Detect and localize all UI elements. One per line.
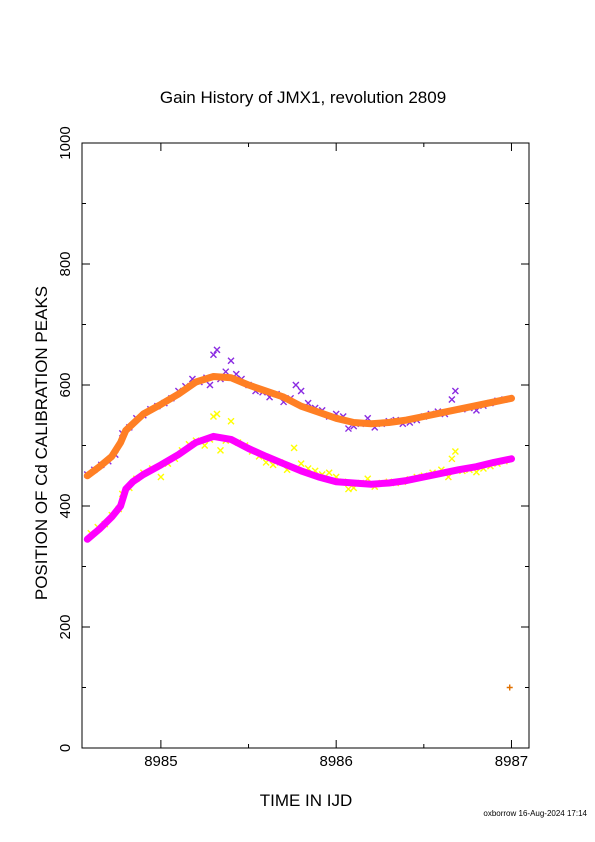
data-point (209, 351, 217, 359)
series-2-curve (83, 373, 515, 480)
series-4-curve (83, 432, 515, 543)
data-point (213, 410, 221, 418)
y-tick-label: 800 (57, 251, 74, 276)
data-point (216, 446, 224, 454)
data-point (344, 425, 352, 433)
data-point (209, 412, 217, 420)
data-point (297, 460, 305, 468)
data-point (451, 387, 459, 395)
data-point (448, 455, 456, 463)
data-point (292, 381, 300, 389)
y-tick-label: 200 (57, 614, 74, 639)
data-point (448, 396, 456, 404)
y-tick-label: 1000 (57, 126, 74, 159)
data-point (290, 444, 298, 452)
x-axis-title: TIME IN IJD (260, 791, 353, 810)
series-5 (506, 684, 513, 691)
data-point (506, 684, 513, 691)
footer-credit: oxborrow 16-Aug-2024 17:14 (483, 809, 587, 818)
y-tick-label: 400 (57, 493, 74, 518)
plot-frame (81, 142, 530, 749)
series-2 (83, 373, 515, 480)
data-point (157, 473, 165, 481)
x-tick-label: 8987 (495, 753, 528, 770)
data-point (227, 357, 235, 365)
y-tick-label: 600 (57, 372, 74, 397)
series-4 (83, 432, 515, 543)
chart-title: Gain History of JMX1, revolution 2809 (160, 88, 446, 107)
axis-ticks (82, 142, 529, 749)
data-point (206, 381, 214, 389)
x-tick-label: 8986 (319, 753, 352, 770)
y-axis-title: POSITION OF Cd CALIBRATION PEAKS (32, 286, 51, 600)
data-point (451, 448, 459, 456)
data-point (297, 387, 305, 395)
data-point (227, 417, 235, 425)
data-point (222, 368, 230, 376)
data-point (344, 485, 352, 493)
data-point (325, 469, 333, 477)
x-tick-label: 8985 (144, 753, 177, 770)
tick-labels: 0 200 400 600 800 1000 8985 8986 8987 (57, 126, 528, 770)
data-point (213, 346, 221, 354)
y-tick-label: 0 (57, 744, 74, 752)
data-marks (83, 346, 515, 691)
